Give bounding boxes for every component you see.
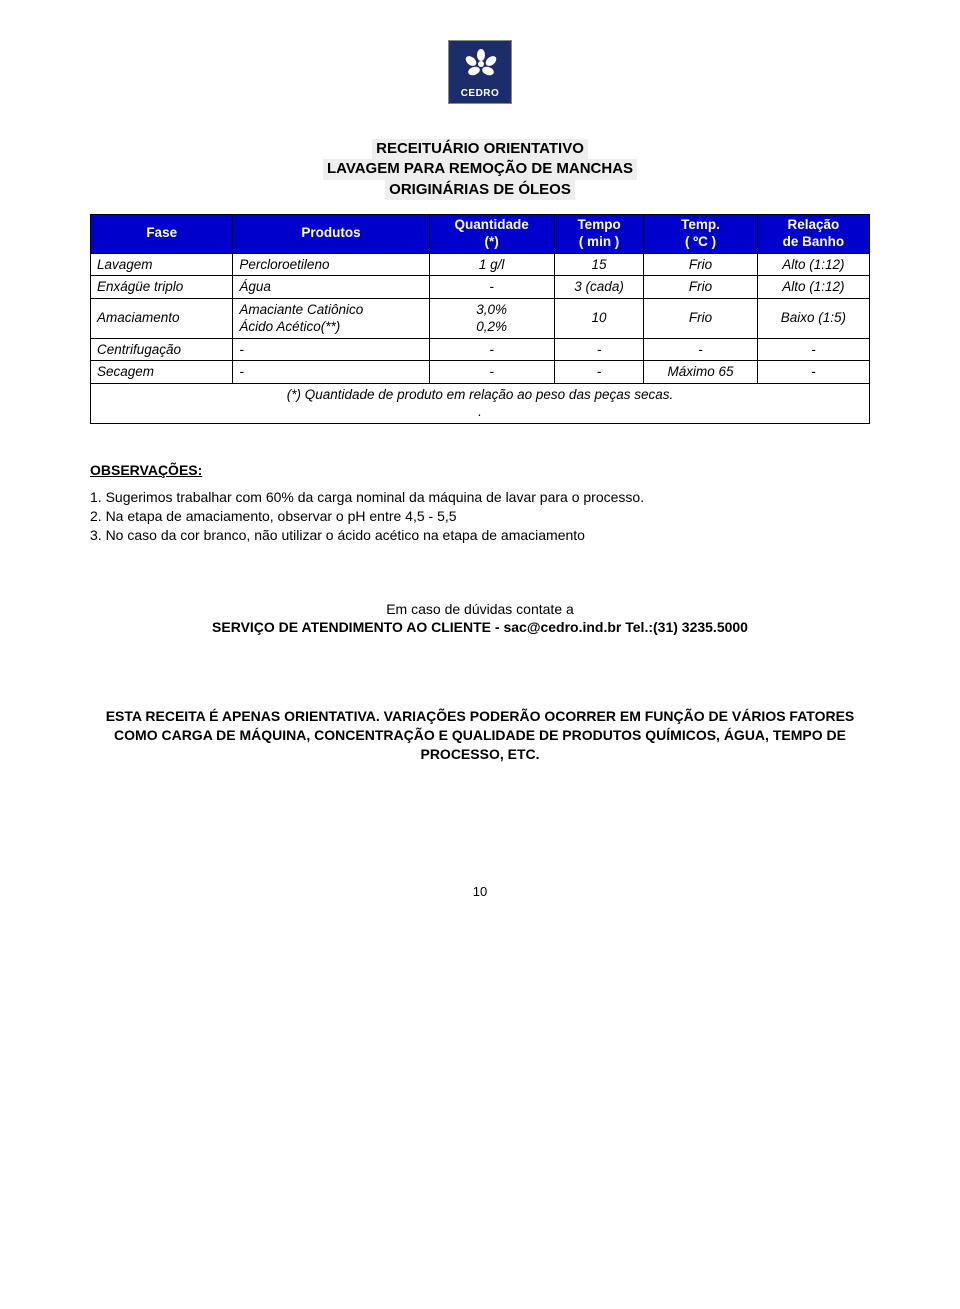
logo-container: CEDRO [90, 40, 870, 109]
table-cell: - [429, 361, 554, 384]
table-cell: Amaciamento [91, 298, 233, 338]
table-cell: - [554, 338, 644, 361]
table-row: Centrifugação----- [91, 338, 870, 361]
table-cell: Amaciante CatiônicoÁcido Acético(**) [233, 298, 429, 338]
table-footnote-row: (*) Quantidade de produto em relação ao … [91, 383, 870, 423]
observation-item: 1. Sugerimos trabalhar com 60% da carga … [90, 488, 870, 507]
table-row: AmaciamentoAmaciante CatiônicoÁcido Acét… [91, 298, 870, 338]
table-cell: - [554, 361, 644, 384]
contact-line-2: SERVIÇO DE ATENDIMENTO AO CLIENTE - sac@… [90, 618, 870, 637]
page-number: 10 [90, 884, 870, 899]
table-cell: - [429, 276, 554, 299]
contact-block: Em caso de dúvidas contate a SERVIÇO DE … [90, 600, 870, 638]
disclaimer-text: ESTA RECEITA É APENAS ORIENTATIVA. VARIA… [90, 707, 870, 764]
table-cell: 3,0%0,2% [429, 298, 554, 338]
table-cell: Baixo (1:5) [757, 298, 869, 338]
table-cell: - [644, 338, 757, 361]
table-cell: 3 (cada) [554, 276, 644, 299]
col-produtos: Produtos [233, 214, 429, 253]
table-body: LavagemPercloroetileno1 g/l15FrioAlto (1… [91, 253, 870, 423]
table-cell: Alto (1:12) [757, 253, 869, 276]
table-cell: Frio [644, 276, 757, 299]
table-cell: Máximo 65 [644, 361, 757, 384]
col-tempo: Tempo ( min ) [554, 214, 644, 253]
table-cell: Frio [644, 298, 757, 338]
table-cell: Secagem [91, 361, 233, 384]
document-title: RECEITUÁRIO ORIENTATIVO LAVAGEM PARA REM… [90, 139, 870, 200]
table-header: Fase Produtos Quantidade (*) Tempo ( min… [91, 214, 870, 253]
table-cell: Alto (1:12) [757, 276, 869, 299]
table-cell: - [233, 338, 429, 361]
table-cell: - [757, 361, 869, 384]
logo-mark-icon [462, 49, 500, 81]
table-cell: Enxágüe triplo [91, 276, 233, 299]
table-cell: 15 [554, 253, 644, 276]
col-fase: Fase [91, 214, 233, 253]
table-cell: - [233, 361, 429, 384]
table-cell: 10 [554, 298, 644, 338]
title-line-3: ORIGINÁRIAS DE ÓLEOS [385, 180, 575, 200]
table-footnote: (*) Quantidade de produto em relação ao … [91, 383, 870, 423]
process-table: Fase Produtos Quantidade (*) Tempo ( min… [90, 214, 870, 424]
observation-item: 2. Na etapa de amaciamento, observar o p… [90, 507, 870, 526]
observations-heading: OBSERVAÇÕES: [90, 462, 870, 478]
table-row: LavagemPercloroetileno1 g/l15FrioAlto (1… [91, 253, 870, 276]
table-cell: Centrifugação [91, 338, 233, 361]
brand-logo: CEDRO [448, 40, 512, 104]
table-cell: Frio [644, 253, 757, 276]
table-cell: Água [233, 276, 429, 299]
title-line-1: RECEITUÁRIO ORIENTATIVO [372, 139, 588, 159]
table-cell: Lavagem [91, 253, 233, 276]
col-quantidade: Quantidade (*) [429, 214, 554, 253]
brand-name: CEDRO [449, 88, 511, 99]
table-row: Enxágüe triploÁgua-3 (cada)FrioAlto (1:1… [91, 276, 870, 299]
table-cell: - [429, 338, 554, 361]
observations-list: 1. Sugerimos trabalhar com 60% da carga … [90, 488, 870, 545]
table-cell: Percloroetileno [233, 253, 429, 276]
contact-line-1: Em caso de dúvidas contate a [90, 600, 870, 619]
table-cell: - [757, 338, 869, 361]
col-relacao: Relação de Banho [757, 214, 869, 253]
observation-item: 3. No caso da cor branco, não utilizar o… [90, 526, 870, 545]
table-cell: 1 g/l [429, 253, 554, 276]
col-temp: Temp. ( ºC ) [644, 214, 757, 253]
title-line-2: LAVAGEM PARA REMOÇÃO DE MANCHAS [323, 159, 637, 179]
table-row: Secagem---Máximo 65- [91, 361, 870, 384]
